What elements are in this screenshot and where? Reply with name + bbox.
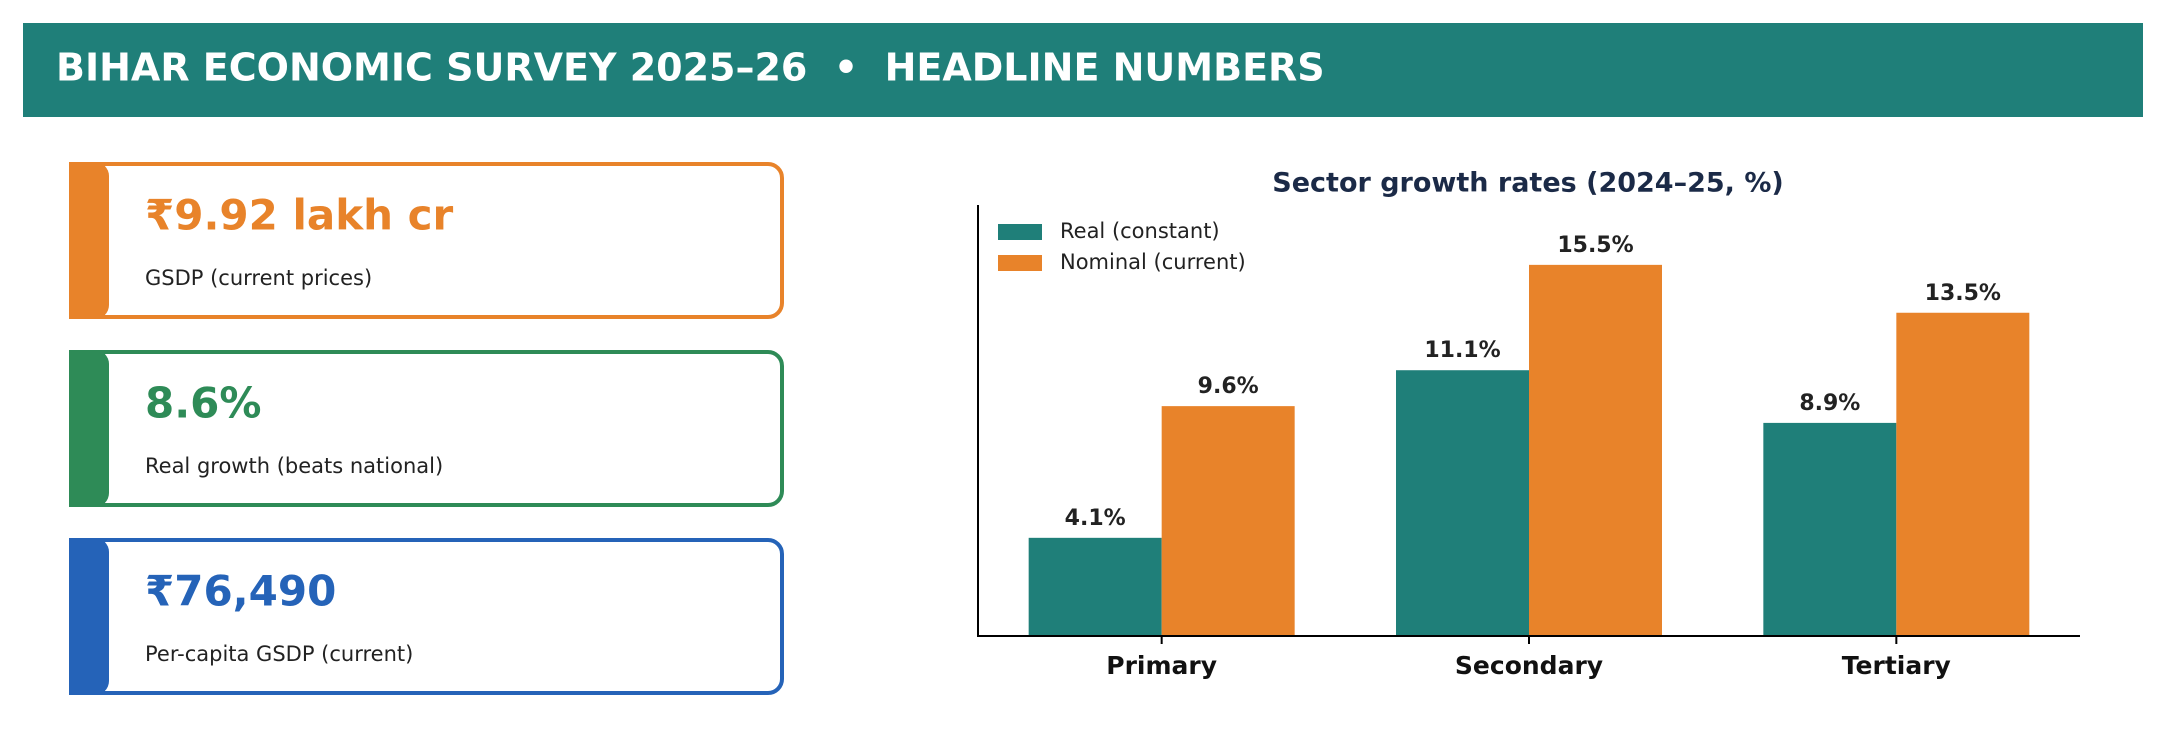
legend-label: Real (constant) [1060,219,1220,243]
value-label: 4.1% [1065,506,1126,531]
card-label: Per-capita GSDP (current) [145,642,413,666]
x-tick-label: Primary [1106,651,1217,680]
bar [1896,312,2030,636]
value-label: 13.5% [1925,281,2001,306]
card-accent [69,350,105,507]
bar [1763,422,1897,636]
value-label: 9.6% [1198,374,1259,399]
card [69,350,784,507]
value-label: 11.1% [1424,338,1500,363]
card-value: ₹9.92 lakh cr [145,191,454,240]
x-tick-label: Tertiary [1842,651,1951,680]
value-label: 8.9% [1799,391,1860,416]
bar [1161,406,1295,636]
card-value: ₹76,490 [145,567,336,616]
bar [1396,370,1529,636]
card-accent [69,162,105,319]
legend-swatch [998,255,1042,271]
chart-title: Sector growth rates (2024–25, %) [1272,168,1783,199]
card-value: 8.6% [145,379,261,428]
bar [1529,264,1662,636]
bar [1028,537,1162,636]
header-band [23,23,2143,117]
card-label: Real growth (beats national) [145,454,443,478]
value-label: 15.5% [1557,233,1633,258]
legend-swatch [998,224,1042,240]
header-title: BIHAR ECONOMIC SURVEY 2025–26 • HEADLINE… [56,46,1325,90]
x-tick-label: Secondary [1455,651,1603,680]
card [69,162,784,319]
card [69,538,784,695]
legend-label: Nominal (current) [1060,250,1246,274]
card-label: GSDP (current prices) [145,266,372,290]
card-accent [69,538,105,695]
